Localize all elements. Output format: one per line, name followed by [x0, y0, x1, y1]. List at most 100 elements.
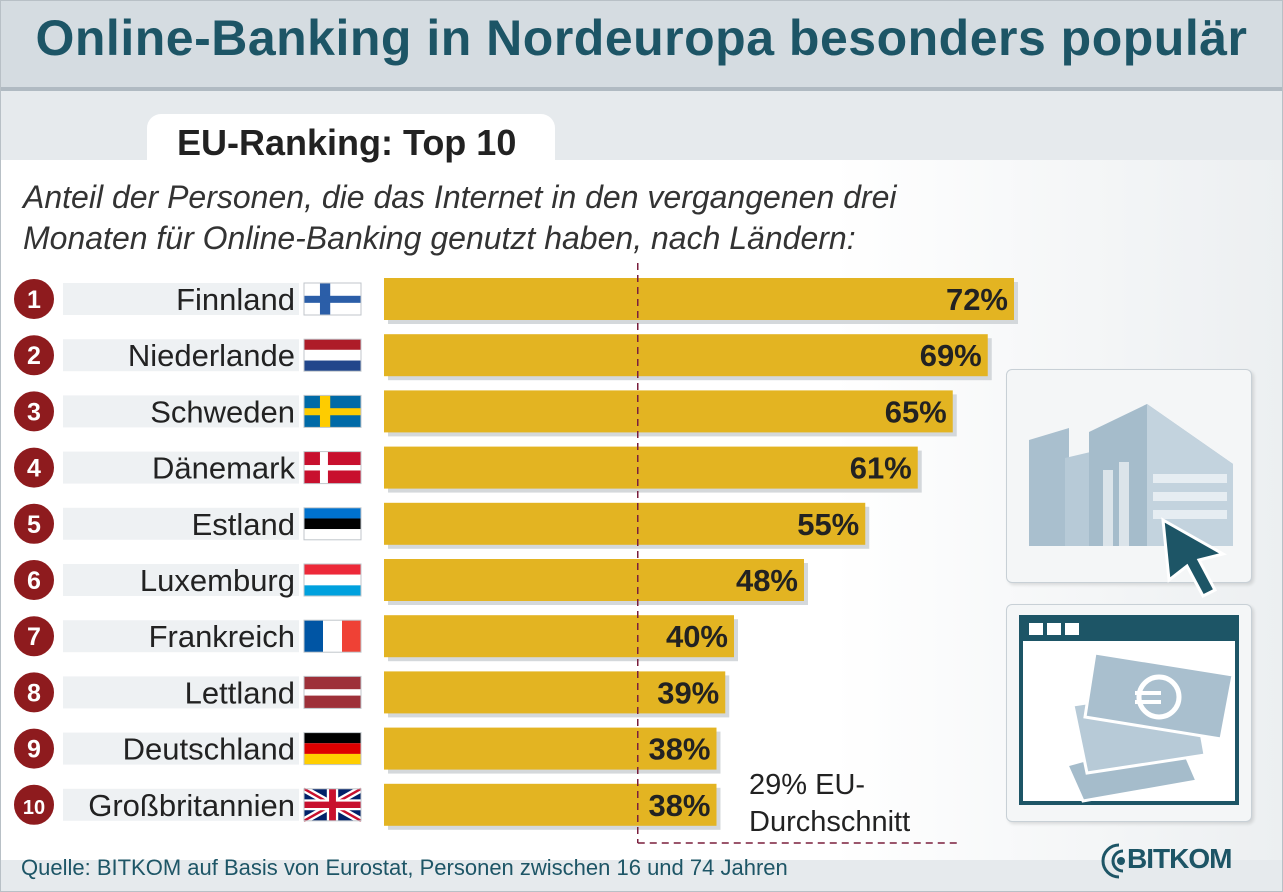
flag-luxembourg-icon	[304, 585, 361, 596]
value-label: 40%	[666, 619, 728, 654]
rank-number: 9	[27, 736, 41, 764]
value-label: 38%	[648, 788, 710, 823]
flag-germany-icon	[304, 743, 361, 754]
value-label: 61%	[850, 451, 912, 486]
flag-estonia-icon	[304, 529, 361, 540]
value-label: 55%	[797, 507, 859, 542]
flag-border	[303, 675, 362, 709]
flag-border	[303, 732, 362, 766]
flag-netherlands-icon	[304, 349, 361, 361]
bar	[384, 783, 717, 826]
bitkom-logo-icon	[1101, 843, 1125, 879]
title-band	[1, 1, 1282, 91]
flag-border	[303, 282, 362, 316]
value-label: 38%	[648, 732, 710, 767]
rank-badge	[12, 277, 56, 321]
rank-badge	[12, 726, 56, 771]
rank-badge	[12, 389, 56, 434]
rank-badge	[12, 614, 56, 659]
flag-border	[303, 338, 362, 372]
country-label: Deutschland	[123, 732, 295, 767]
country-label: Großbritannien	[88, 788, 295, 823]
bar	[384, 727, 717, 770]
flag-estonia-icon	[304, 507, 361, 519]
rank-number: 2	[27, 342, 41, 370]
rank-badge	[12, 445, 56, 490]
mouse-pointer-icon	[1161, 517, 1228, 598]
flag-uk-icon	[304, 801, 361, 808]
label-stripe	[63, 564, 299, 596]
bar	[384, 446, 918, 489]
chart-subtitle: EU-Ranking: Top 10	[177, 122, 517, 163]
rank-badge	[12, 558, 56, 602]
value-label: 39%	[657, 675, 719, 710]
rank-number: 1	[27, 286, 41, 314]
flag-border	[303, 619, 362, 653]
flag-border	[303, 507, 362, 541]
label-stripe	[63, 283, 299, 315]
label-stripe	[63, 732, 299, 765]
label-stripe	[63, 395, 299, 428]
rank-badge	[12, 333, 56, 378]
value-label: 65%	[885, 394, 947, 429]
bar	[384, 502, 866, 545]
bar	[384, 615, 734, 658]
chart-description: Anteil der Personen, die das Internet in…	[23, 177, 896, 259]
description-line-1: Anteil der Personen, die das Internet in…	[23, 179, 897, 215]
bank-building-icon	[1029, 404, 1233, 546]
flag-germany-icon	[304, 732, 361, 744]
euro-banknotes-window-icon	[1019, 615, 1239, 805]
flag-estonia-icon	[304, 518, 361, 530]
label-stripe	[63, 339, 299, 372]
value-label: 72%	[946, 282, 1008, 317]
flag-border	[303, 394, 362, 428]
rank-number: 10	[23, 797, 45, 819]
rank-number: 8	[27, 679, 41, 707]
country-label: Frankreich	[149, 619, 295, 654]
value-label: 48%	[736, 563, 798, 598]
country-label: Schweden	[150, 394, 295, 429]
flag-france-icon	[323, 620, 342, 653]
payment-illustration-card	[1006, 604, 1252, 822]
label-stripe	[63, 676, 299, 709]
bar	[384, 671, 726, 714]
label-stripe	[63, 788, 299, 821]
flag-sweden-icon	[304, 408, 361, 416]
flag-border	[303, 451, 362, 485]
country-label: Lettland	[185, 675, 295, 710]
rank-number: 5	[27, 511, 41, 539]
bank-illustration-card	[1006, 369, 1252, 598]
country-label: Niederlande	[128, 338, 295, 373]
rank-number: 6	[27, 567, 41, 595]
bitkom-logo-text: BITKOM	[1127, 843, 1232, 874]
flag-luxembourg-icon	[304, 564, 361, 575]
rank-number: 3	[27, 398, 41, 426]
country-label: Finnland	[176, 282, 295, 317]
rank-number: 4	[27, 455, 41, 483]
label-stripe	[63, 620, 299, 653]
label-stripe	[63, 451, 299, 484]
country-label: Luxemburg	[140, 563, 295, 598]
bar	[384, 390, 953, 433]
flag-denmark-icon	[304, 465, 361, 471]
source-note: Quelle: BITKOM auf Basis von Eurostat, P…	[21, 855, 788, 880]
label-stripe	[63, 507, 299, 540]
description-line-2: Monaten für Online-Banking genutzt haben…	[23, 220, 856, 256]
flag-finland-icon	[304, 295, 361, 303]
eu-average-label-line-2: Durchschnitt	[749, 806, 911, 838]
flag-luxembourg-icon	[304, 574, 361, 586]
country-label: Dänemark	[152, 451, 295, 486]
flag-germany-icon	[304, 753, 361, 765]
rank-badge	[12, 782, 56, 827]
flag-france-icon	[342, 620, 361, 653]
value-label: 69%	[920, 338, 982, 373]
bar	[384, 334, 988, 377]
page-title: Online-Banking in Nordeuropa besonders p…	[35, 10, 1248, 66]
flag-netherlands-icon	[304, 339, 361, 350]
rank-badge	[12, 501, 56, 546]
rank-number: 7	[27, 623, 41, 651]
flag-netherlands-icon	[304, 360, 361, 372]
eu-average-label: 29% EU- Durchschnitt	[749, 767, 910, 841]
